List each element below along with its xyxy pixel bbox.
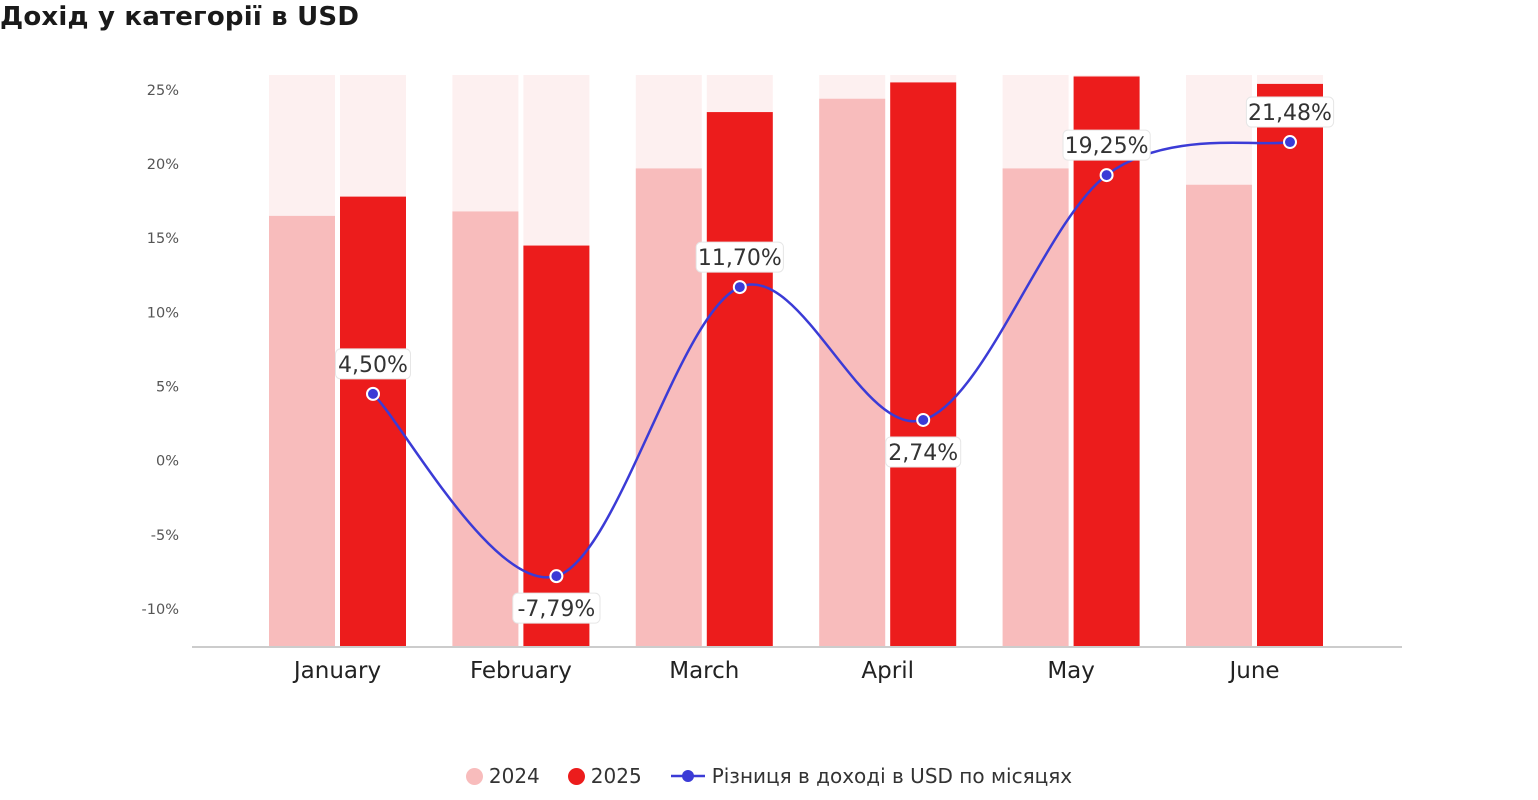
x-tick-label: February xyxy=(470,658,572,684)
y-tick-label: -10% xyxy=(142,602,179,618)
data-label-box xyxy=(885,436,962,468)
bar-2025 xyxy=(523,245,590,646)
legend-label-2024: 2024 xyxy=(488,764,540,788)
data-label: 21,48% xyxy=(1248,101,1332,126)
y-tick-label: 15% xyxy=(147,231,179,247)
x-tick-label: June xyxy=(1227,658,1279,684)
data-label-box xyxy=(695,241,784,273)
bar-2024 xyxy=(1002,168,1069,646)
difference-point xyxy=(366,386,380,401)
x-tick-label: April xyxy=(861,658,914,684)
difference-point xyxy=(916,412,931,427)
bar-2024 xyxy=(635,168,702,646)
legend: 2024 2025 Різниця в доході в USD по міся… xyxy=(0,764,1538,788)
y-tick-label: -5% xyxy=(151,528,179,544)
data-label: 19,25% xyxy=(1065,134,1149,159)
data-label: 11,70% xyxy=(698,246,782,271)
difference-point xyxy=(1099,168,1114,183)
legend-swatch-2024 xyxy=(465,767,483,785)
bar-2024 xyxy=(1186,184,1252,646)
bar-2025 xyxy=(706,112,773,646)
bar-2025 xyxy=(1257,83,1323,647)
legend-label-2025: 2025 xyxy=(590,764,642,788)
y-tick-label: 25% xyxy=(147,83,179,99)
difference-point xyxy=(732,280,747,295)
data-label: 4,50% xyxy=(338,353,408,378)
data-label-box xyxy=(1062,129,1151,161)
data-label-box xyxy=(1245,96,1335,128)
y-tick-label: 5% xyxy=(156,379,179,395)
y-tick-label: 10% xyxy=(147,305,179,321)
chart-title: Дохід у категорії в USD xyxy=(0,2,360,32)
legend-swatch-2025 xyxy=(567,767,585,785)
x-tick-label: May xyxy=(1047,658,1095,684)
bar-2024 xyxy=(269,215,335,646)
data-label-box xyxy=(335,348,411,380)
data-label: -7,79% xyxy=(517,597,595,622)
data-label: 2,74% xyxy=(888,441,958,466)
bar-2024 xyxy=(452,211,519,646)
legend-line-marker xyxy=(670,770,705,782)
legend-item-difference[interactable]: Різниця в доході в USD по місяцях xyxy=(670,764,1072,788)
legend-label-difference: Різниця в доході в USD по місяцях xyxy=(711,764,1073,788)
bar-2025 xyxy=(890,82,957,646)
x-tick-label: March xyxy=(669,658,739,684)
bar-2025 xyxy=(340,196,406,646)
legend-item-2024[interactable]: 2024 xyxy=(465,764,540,788)
bar-2024 xyxy=(819,98,886,647)
data-label-box xyxy=(512,592,601,624)
x-tick-label: January xyxy=(292,658,381,684)
difference-point xyxy=(1283,135,1297,150)
difference-point xyxy=(549,569,564,584)
y-tick-label: 20% xyxy=(147,157,179,173)
legend-item-2025[interactable]: 2025 xyxy=(567,764,642,788)
y-tick-label: 0% xyxy=(156,454,179,470)
